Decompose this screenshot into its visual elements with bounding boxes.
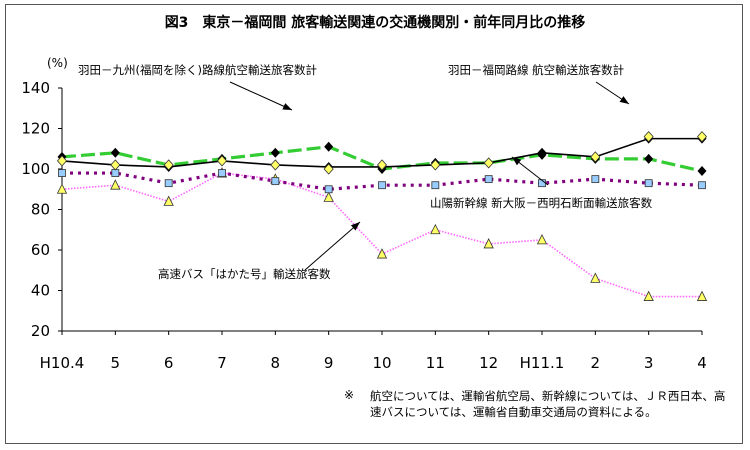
x-tick-label: 3 — [644, 354, 654, 372]
x-tick-label: H11.1 — [520, 354, 565, 372]
data-point-diamond-yellow — [216, 155, 228, 167]
data-point-diamond-yellow — [696, 131, 708, 143]
data-point-triangle — [536, 233, 548, 245]
x-tick-label: 6 — [164, 354, 174, 372]
arrow-sanyo-shinkansen-head — [512, 157, 522, 166]
arrow-haneda-fukuoka-head — [619, 96, 629, 104]
data-point-triangle — [110, 179, 121, 190]
y-axis-unit: (%) — [47, 56, 68, 70]
source-note: 航空については、運輸省航空局、新幹線については、ＪＲ西日本、高速バスについては、… — [370, 389, 726, 419]
data-point-diamond — [324, 141, 334, 152]
chart-title: 図3 東京－福岡間 旅客輸送関連の交通機関別・前年同月比の推移 — [164, 15, 586, 31]
data-point-diamond — [644, 153, 654, 164]
data-point-diamond-yellow — [163, 159, 174, 171]
data-point-diamond-yellow — [590, 151, 601, 163]
data-point-square — [218, 169, 226, 177]
data-point-diamond-yellow — [483, 157, 494, 169]
y-tick-label: 120 — [21, 120, 50, 138]
data-point-triangle — [590, 272, 601, 283]
arrow-haneda-kyushu-head — [282, 103, 292, 110]
data-point-square — [378, 181, 386, 190]
y-tick-label: 60 — [31, 241, 50, 259]
y-tick-label: 100 — [21, 160, 50, 178]
data-point-triangle — [483, 238, 494, 249]
data-point-diamond — [270, 147, 280, 158]
x-tick-label: 2 — [591, 354, 601, 372]
x-tick-label: 10 — [372, 354, 391, 372]
x-tick-label: 7 — [217, 354, 227, 372]
data-point-square — [591, 175, 600, 184]
x-tick-label: 8 — [271, 354, 281, 372]
y-tick-label: 140 — [21, 79, 50, 97]
data-point-triangle — [323, 191, 334, 202]
arrow-haneda-kyushu — [229, 81, 293, 111]
data-point-diamond-yellow — [270, 159, 281, 171]
data-point-diamond — [537, 147, 547, 158]
x-tick-label: 11 — [426, 354, 445, 372]
data-point-diamond — [110, 147, 120, 158]
data-point-square — [324, 185, 333, 194]
annotation-sanyo-shinkansen: 山陽新幹線 新大阪－西明石断面輸送旅客数 — [430, 196, 653, 210]
data-point-diamond-yellow — [56, 155, 68, 167]
data-point-diamond-yellow — [323, 163, 334, 175]
chart-frame — [5, 4, 743, 444]
data-point-square — [111, 169, 120, 177]
data-point-square — [58, 169, 66, 177]
data-point-triangle — [56, 183, 68, 194]
data-point-square — [644, 179, 653, 188]
data-point-diamond-yellow — [430, 159, 441, 171]
arrow-hakata-bus-head — [350, 222, 360, 231]
data-point-square — [431, 181, 440, 190]
annotation-haneda-kyushu: 羽田－九州(福岡を除く)路線航空輸送旅客数計 — [78, 63, 317, 77]
annotation-haneda-fukuoka: 羽田－福岡路線 航空輸送旅客数計 — [448, 63, 624, 77]
x-tick-label: 9 — [324, 354, 334, 372]
data-point-diamond-yellow — [376, 159, 388, 171]
data-point-triangle — [430, 223, 441, 235]
data-point-diamond — [697, 166, 707, 177]
source-mark: ※ — [344, 388, 355, 402]
data-point-triangle — [696, 290, 708, 301]
data-point-square — [271, 177, 280, 186]
x-tick-label: 12 — [479, 354, 498, 372]
data-point-square — [484, 175, 493, 184]
data-point-square — [164, 179, 173, 188]
data-point-triangle — [643, 290, 654, 301]
y-tick-label: 40 — [31, 282, 50, 300]
data-point-square — [698, 181, 706, 190]
data-point-diamond-yellow — [643, 131, 654, 143]
data-point-diamond-yellow — [110, 159, 121, 171]
x-tick-label: H10.4 — [40, 354, 85, 372]
y-tick-label: 20 — [31, 322, 50, 340]
data-point-triangle — [163, 195, 174, 206]
arrow-hakata-bus — [304, 221, 361, 271]
x-tick-label: 5 — [111, 354, 121, 372]
data-point-triangle — [376, 248, 388, 259]
y-tick-label: 80 — [31, 201, 50, 219]
x-tick-label: 4 — [697, 354, 707, 372]
annotation-hakata-bus: 高速バス「はかた号」輸送旅客数 — [158, 267, 331, 281]
